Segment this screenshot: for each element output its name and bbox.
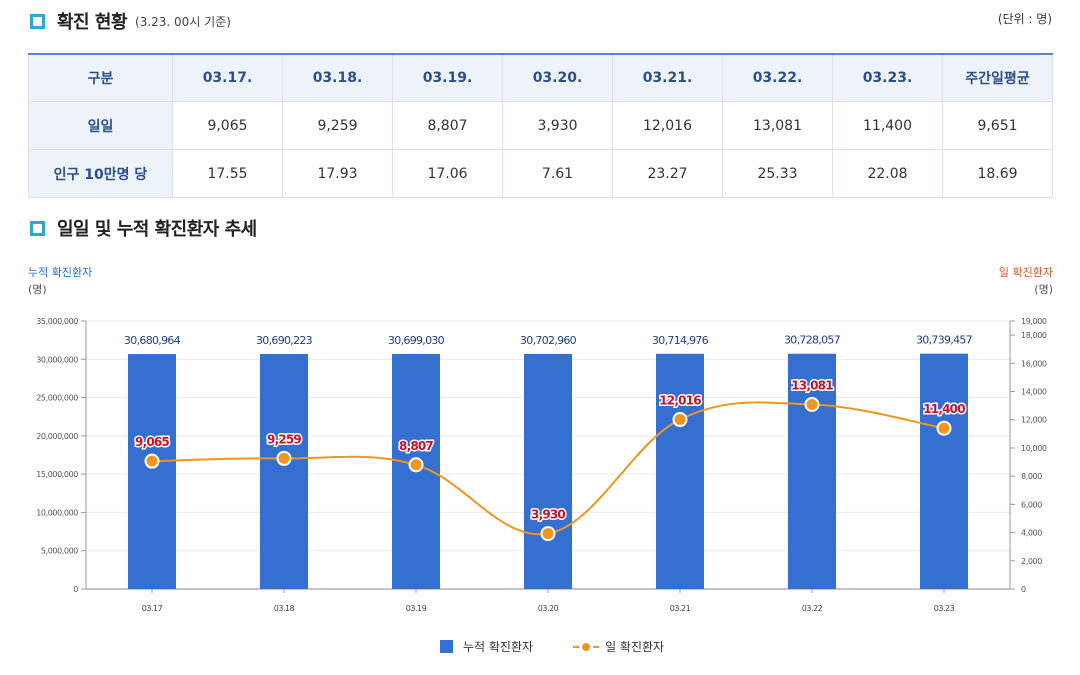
table-header-cell: 구분	[28, 53, 173, 102]
right-tick-label: 14,000	[1021, 388, 1047, 397]
unit-label: (단위 : 명)	[997, 12, 1052, 26]
table-cell: 17.93	[282, 149, 393, 198]
table-row: 인구 10만명 당 17.55 17.93 17.06 7.61 23.27 2…	[28, 149, 1053, 198]
legend-bar-swatch	[440, 640, 453, 653]
bar	[920, 353, 968, 589]
legend-bar-label: 누적 확진환자	[463, 640, 534, 654]
x-tick-label: 03.19	[406, 604, 427, 613]
right-axis-unit: (명)	[1034, 283, 1053, 296]
bar	[656, 353, 704, 589]
x-tick-label: 03.21	[670, 604, 691, 613]
line-point	[144, 453, 160, 469]
right-tick-label: 8,000	[1021, 472, 1042, 481]
right-tick-label: 19,000	[1021, 317, 1047, 326]
line-data-label: 9,065	[135, 435, 169, 449]
table-header-cell: 03.21.	[612, 53, 723, 102]
status-table: 구분 03.17. 03.18. 03.19. 03.20. 03.21. 03…	[28, 53, 1053, 198]
legend-line-label: 일 확진환자	[605, 640, 665, 654]
table-row-header: 일일	[28, 101, 173, 150]
right-tick-label: 0	[1021, 585, 1026, 594]
line-point	[540, 526, 556, 542]
bar-data-label: 30,690,223	[256, 334, 313, 347]
legend-line-swatch	[573, 640, 600, 653]
x-tick-label: 03.18	[274, 604, 295, 613]
table-cell: 9,065	[172, 101, 283, 150]
left-tick-label: 5,000,000	[41, 547, 78, 556]
right-tick-label: 2,000	[1021, 557, 1042, 566]
line-data-label: 11,400	[923, 402, 965, 416]
line-point	[672, 412, 688, 428]
bar	[788, 353, 836, 589]
table-cell: 18.69	[942, 149, 1053, 198]
table-header-row: 구분 03.17. 03.18. 03.19. 03.20. 03.21. 03…	[28, 53, 1053, 102]
left-tick-label: 20,000,000	[36, 432, 78, 441]
x-tick-label: 03.20	[538, 604, 559, 613]
bar-data-label: 30,699,030	[388, 334, 445, 347]
line-data-label: 12,016	[659, 394, 701, 408]
line-data-label: 8,807	[399, 439, 433, 453]
table-cell: 23.27	[612, 149, 723, 198]
table-cell: 8,807	[392, 101, 503, 150]
x-tick-label: 03.23	[934, 604, 955, 613]
trend-title: 일일 및 누적 확진환자 추세	[57, 219, 257, 240]
bar-data-label: 30,728,057	[784, 334, 841, 347]
table-cell: 11,400	[832, 101, 943, 150]
left-axis-label: 누적 확진환자 (명)	[28, 264, 92, 298]
left-tick-label: 10,000,000	[36, 508, 78, 517]
right-tick-label: 10,000	[1021, 444, 1047, 453]
line-point	[936, 420, 952, 436]
square-bullet-icon	[30, 220, 45, 236]
bar	[260, 354, 308, 589]
table-row-header: 인구 10만명 당	[28, 149, 173, 198]
left-axis-unit: (명)	[28, 283, 47, 296]
right-tick-label: 4,000	[1021, 529, 1042, 538]
left-tick-label: 30,000,000	[36, 355, 78, 364]
chart-legend: 누적 확진환자 일 확진환자	[440, 638, 664, 655]
right-tick-label: 6,000	[1021, 500, 1042, 509]
table-cell: 17.06	[392, 149, 503, 198]
table-header-cell: 03.17.	[172, 53, 283, 102]
right-axis-label: 일 확진환자 (명)	[999, 264, 1053, 298]
line-point	[408, 457, 424, 473]
left-tick-label: 25,000,000	[36, 394, 78, 403]
x-tick-label: 03.17	[142, 604, 163, 613]
left-tick-label: 15,000,000	[36, 470, 78, 479]
line-data-label: 9,259	[267, 432, 301, 446]
right-tick-label: 16,000	[1021, 359, 1047, 368]
right-tick-label: 18,000	[1021, 331, 1047, 340]
x-tick-label: 03.22	[802, 604, 823, 613]
table-cell: 17.55	[172, 149, 283, 198]
square-bullet-icon	[30, 13, 45, 29]
bar-data-label: 30,702,960	[520, 334, 577, 347]
table-header-cell: 03.23.	[832, 53, 943, 102]
line-point	[804, 396, 820, 412]
table-cell: 9,259	[282, 101, 393, 150]
bar-data-label: 30,739,457	[916, 334, 973, 347]
right-axis-title: 일 확진환자	[998, 266, 1053, 279]
bar-data-label: 30,680,964	[124, 334, 181, 347]
left-tick-label: 0	[73, 585, 78, 594]
table-cell: 9,651	[942, 101, 1053, 150]
status-subtitle: (3.23. 00시 기준)	[135, 14, 231, 29]
status-title: 확진 현황	[57, 12, 128, 33]
bar	[524, 353, 572, 589]
line-data-label: 3,930	[531, 508, 565, 522]
right-tick-label: 12,000	[1021, 416, 1047, 425]
table-cell: 7.61	[502, 149, 613, 198]
table-header-cell: 03.22.	[722, 53, 833, 102]
status-section-title: 확진 현황 (3.23. 00시 기준)	[30, 8, 231, 34]
bar-data-label: 30,714,976	[652, 334, 709, 347]
trend-section-title: 일일 및 누적 확진환자 추세	[30, 215, 257, 241]
table-cell: 25.33	[722, 149, 833, 198]
table-cell: 22.08	[832, 149, 943, 198]
line-point	[276, 450, 292, 466]
left-axis-title: 누적 확진환자	[28, 266, 93, 279]
table-header-cell: 03.20.	[502, 53, 613, 102]
bar	[128, 354, 176, 589]
line-data-label: 13,081	[791, 378, 833, 392]
left-tick-label: 35,000,000	[36, 317, 78, 326]
